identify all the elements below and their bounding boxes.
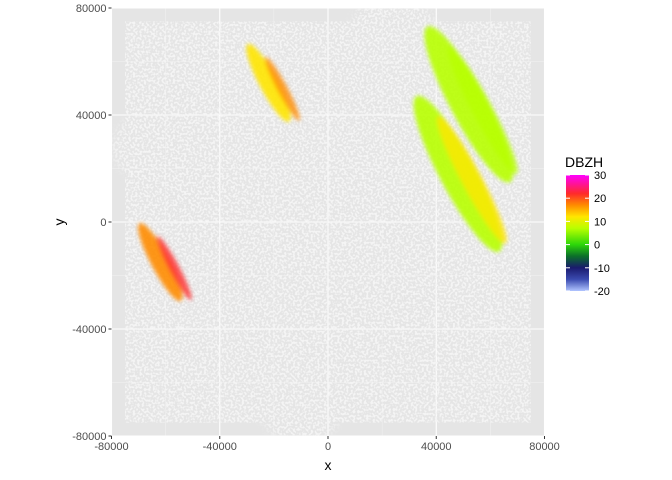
- echo-core: [250, 186, 309, 236]
- x-tick-label: 40000: [421, 441, 452, 453]
- echo-band: [246, 43, 291, 122]
- y-axis-title: y: [51, 219, 67, 226]
- y-tick-label: 40000: [76, 110, 107, 122]
- echo-core: [269, 301, 328, 351]
- y-axis: -80000 -40000 0 40000 80000: [72, 3, 112, 443]
- radar-echo-intensity: [112, 8, 500, 436]
- y-tick-label: -40000: [72, 324, 106, 336]
- echo-band-edge: [447, 46, 518, 175]
- x-axis-title: x: [325, 457, 332, 473]
- legend-label: -20: [594, 286, 610, 298]
- legend-colorbar: [566, 175, 589, 291]
- x-tick-label: 80000: [529, 441, 560, 453]
- echo-core: [272, 382, 330, 432]
- legend-label: 10: [594, 216, 606, 228]
- legend: DBZH 30 20 10 0 -10 -20: [565, 154, 610, 298]
- y-tick-label: 0: [100, 217, 106, 229]
- echo-band: [138, 223, 183, 302]
- echo-core: [364, 8, 422, 54]
- radar-field: [112, 8, 531, 436]
- legend-label: 0: [594, 240, 600, 252]
- x-tick-label: -40000: [203, 441, 237, 453]
- legend-label: 20: [594, 193, 606, 205]
- echo-core: [125, 122, 184, 172]
- legend-label: 30: [594, 170, 606, 182]
- echo-band-edge: [156, 236, 192, 300]
- y-tick-label: 80000: [76, 3, 107, 15]
- legend-title: DBZH: [565, 154, 603, 170]
- echo-area: [303, 333, 408, 406]
- echo-band-edge: [264, 57, 300, 121]
- x-tick-label: 0: [325, 441, 331, 453]
- x-tick-label: -80000: [94, 441, 128, 453]
- y-tick-label: -80000: [72, 431, 106, 443]
- legend-label: -10: [594, 263, 610, 275]
- radar-echo-bands: [138, 26, 518, 302]
- x-axis: -80000 -40000 0 40000 80000: [94, 436, 560, 453]
- echo-area: [395, 298, 500, 371]
- echo-band-edge: [436, 116, 507, 244]
